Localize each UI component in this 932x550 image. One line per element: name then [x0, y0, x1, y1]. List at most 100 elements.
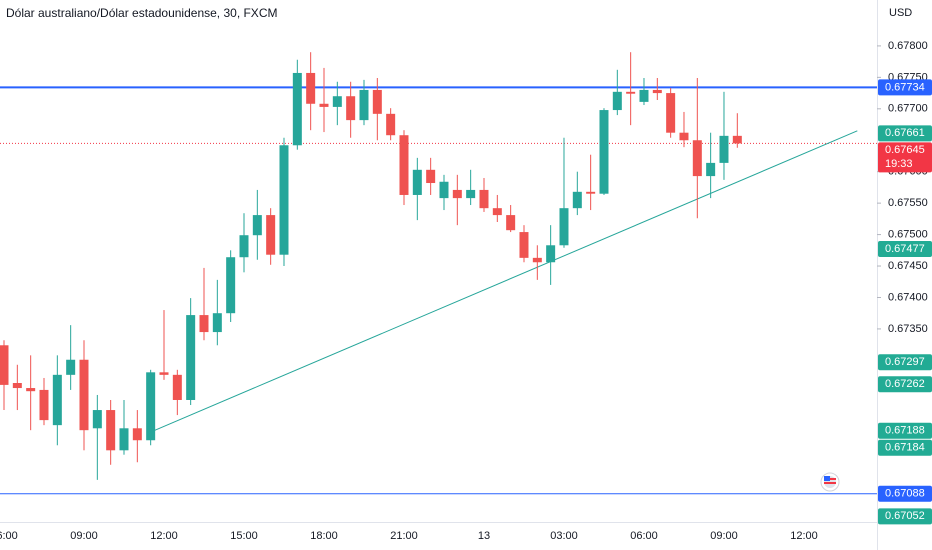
price-badge — [878, 79, 932, 96]
candle-body — [239, 235, 249, 258]
candle-body — [519, 232, 529, 258]
candle-body — [132, 428, 142, 441]
x-tick-label: 18:00 — [310, 530, 338, 542]
candle-body — [66, 359, 76, 375]
candle-body — [226, 257, 236, 314]
price-badge — [878, 439, 932, 456]
chart-title: Dólar australiano/Dólar estadounidense, … — [6, 6, 277, 20]
candle-body — [39, 389, 49, 421]
price-badge — [878, 241, 932, 258]
candle-body — [119, 428, 129, 451]
currency-label: USD — [889, 7, 912, 19]
candle-body — [666, 93, 676, 133]
y-tick-label: 0.67350 — [888, 323, 928, 335]
candle-body — [346, 96, 356, 121]
candle-body — [626, 91, 636, 94]
candle-body — [599, 110, 609, 194]
candle-body — [639, 89, 649, 102]
candle-body — [612, 91, 622, 111]
candle-body — [452, 189, 462, 199]
candle-body — [199, 315, 209, 333]
candle-body — [652, 89, 662, 94]
y-tick-label: 0.67450 — [888, 260, 928, 272]
candle-body — [0, 345, 9, 385]
price-badge-label: 0.67188 — [885, 425, 925, 437]
candle-body — [492, 208, 502, 216]
price-badge-label: 0.67184 — [885, 442, 925, 454]
candle-body — [172, 374, 182, 400]
x-tick-label: 13 — [478, 530, 490, 542]
x-tick-label: 09:00 — [70, 530, 98, 542]
price-badge — [878, 485, 932, 502]
candle-body — [332, 96, 342, 107]
candle-body — [732, 135, 742, 144]
price-badge — [878, 376, 932, 393]
candle-body — [706, 162, 716, 177]
candle-body — [679, 132, 689, 141]
candle-body — [319, 103, 329, 107]
price-badge — [878, 422, 932, 439]
price-badge-label: 0.67734 — [885, 81, 925, 93]
x-tick-label: 21:00 — [390, 530, 418, 542]
candle-body — [586, 191, 596, 194]
x-tick-label: 06:00 — [630, 530, 658, 542]
price-badge-label: 0.67645 — [885, 144, 925, 156]
candle-body — [439, 181, 449, 199]
candle-body — [546, 245, 556, 263]
trend-line — [150, 130, 858, 433]
candle-body — [426, 169, 436, 184]
x-tick-label: 15:00 — [230, 530, 258, 542]
price-badge — [878, 508, 932, 525]
candle-body — [159, 372, 169, 375]
price-badge-label: 0.67088 — [885, 488, 925, 500]
price-badge-label: 0.67477 — [885, 243, 925, 255]
candle-body — [412, 169, 422, 195]
candle-body — [719, 135, 729, 163]
x-tick-label: 06:00 — [0, 530, 18, 542]
plot-area — [0, 52, 877, 495]
price-badge-label: 0.67297 — [885, 356, 925, 368]
candle-body — [559, 208, 569, 246]
candle-body — [52, 374, 62, 426]
x-tick-label: 09:00 — [710, 530, 738, 542]
candle-body — [252, 215, 262, 236]
candle-body — [92, 410, 102, 429]
y-tick-label: 0.67700 — [888, 103, 928, 115]
candle-body — [479, 189, 489, 209]
candle-body — [572, 191, 582, 209]
candle-body — [372, 89, 382, 114]
y-tick-label: 0.67400 — [888, 291, 928, 303]
y-tick-label: 0.67500 — [888, 228, 928, 240]
candle-body — [306, 72, 316, 104]
candle-body — [506, 215, 516, 231]
countdown-label: 19:33 — [885, 158, 913, 170]
axes: 0.678000.677500.677000.676000.675500.675… — [0, 40, 932, 542]
y-tick-label: 0.67550 — [888, 197, 928, 209]
candle-body — [279, 145, 289, 255]
candle-body — [692, 140, 702, 177]
flag-icon — [820, 472, 840, 492]
price-badge — [878, 125, 932, 142]
candle-body — [292, 72, 302, 146]
candle-body — [106, 410, 116, 451]
candle-body — [359, 89, 369, 121]
candle-body — [79, 359, 89, 431]
price-badge — [878, 142, 932, 173]
price-badge-label: 0.67661 — [885, 127, 925, 139]
candle-body — [186, 315, 196, 400]
candle-body — [466, 189, 476, 199]
candle-body — [266, 215, 276, 255]
candle-body — [12, 383, 22, 389]
x-tick-label: 03:00 — [550, 530, 578, 542]
candle-body — [532, 257, 542, 263]
price-badge-label: 0.67262 — [885, 378, 925, 390]
candle-body — [26, 388, 36, 392]
candle-body — [399, 135, 409, 195]
x-tick-label: 12:00 — [150, 530, 178, 542]
candle-body — [146, 372, 156, 441]
y-tick-label: 0.67800 — [888, 40, 928, 52]
x-tick-label: 12:00 — [790, 530, 818, 542]
